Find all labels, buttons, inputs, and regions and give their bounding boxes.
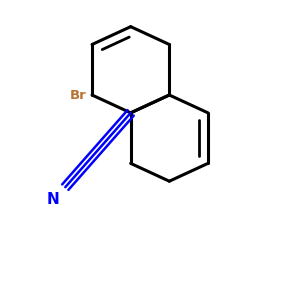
Text: Br: Br [69,88,86,101]
Text: N: N [47,191,60,206]
